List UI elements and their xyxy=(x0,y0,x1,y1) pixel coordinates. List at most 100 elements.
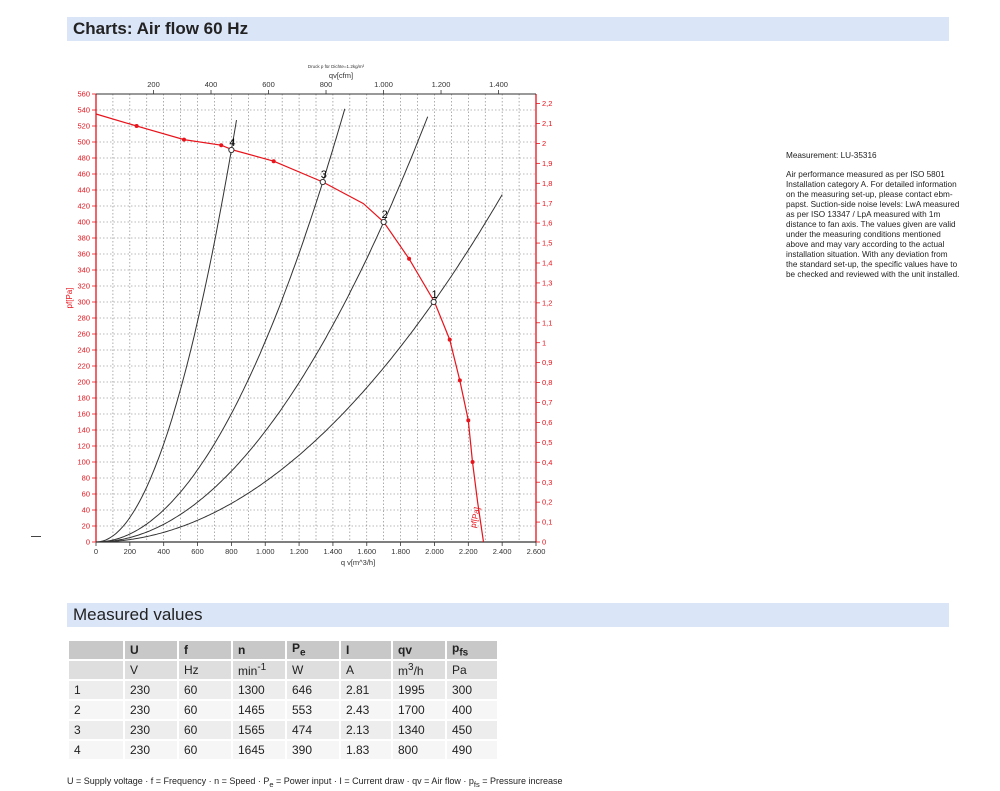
x-tick-label: 1.200 xyxy=(290,547,309,556)
table-unit-cell: V xyxy=(125,661,177,679)
y2-tick-label: 2,2 xyxy=(542,99,552,108)
section-title: Charts: Air flow 60 Hz xyxy=(73,19,249,38)
y-tick-label: 480 xyxy=(77,154,90,163)
dash-mark xyxy=(31,536,41,537)
table-header-cell: pfs xyxy=(447,641,497,659)
fan-curve-marker xyxy=(447,337,452,342)
x2-tick-label: 400 xyxy=(205,80,218,89)
table-row: 1 230 60 1300 646 2.81 1995 300 xyxy=(69,681,497,699)
table-row: 3 230 60 1565 474 2.13 1340 450 xyxy=(69,721,497,739)
y2-tick-label: 1,1 xyxy=(542,318,552,327)
measured-values-table: U f n Pe I qv pfs V Hz min-1 W A m3/h Pa… xyxy=(67,639,499,761)
y2-tick-label: 1,9 xyxy=(542,159,552,168)
x-tick-label: 0 xyxy=(94,547,98,556)
x-tick-label: 1.800 xyxy=(391,547,410,556)
y-tick-label: 260 xyxy=(77,330,90,339)
table-unit-cell xyxy=(69,661,123,679)
x2-tick-label: 800 xyxy=(320,80,333,89)
x2-tick-label: 200 xyxy=(147,80,160,89)
y-tick-label: 140 xyxy=(77,426,90,435)
table-cell: 1645 xyxy=(233,741,285,759)
fan-curve-marker xyxy=(470,460,475,464)
measurement-note: Air performance measured as per ISO 5801… xyxy=(786,170,960,279)
x-tick-label: 1.400 xyxy=(324,547,343,556)
x-tick-label: 1.000 xyxy=(256,547,275,556)
x-tick-label: 2.000 xyxy=(425,547,444,556)
y-tick-label: 180 xyxy=(77,394,90,403)
y2-tick-label: 1,2 xyxy=(542,298,552,307)
table-cell: 4 xyxy=(69,741,123,759)
y-tick-label: 20 xyxy=(82,522,90,531)
table-cell: 1340 xyxy=(393,721,445,739)
table-cell: 60 xyxy=(179,681,231,699)
x-tick-label: 600 xyxy=(191,547,204,556)
table-cell: 390 xyxy=(287,741,339,759)
table-cell: 1 xyxy=(69,681,123,699)
operating-point-1 xyxy=(430,298,437,306)
y-tick-label: 340 xyxy=(77,266,90,275)
y-tick-label: 460 xyxy=(77,170,90,179)
x-tick-label: 800 xyxy=(225,547,238,556)
table-cell: 2.43 xyxy=(341,701,391,719)
y2-tick-label: 1,8 xyxy=(542,179,552,188)
section-header-measured: Measured values xyxy=(67,603,949,627)
measurement-id: Measurement: LU-35316 xyxy=(786,151,877,160)
operating-point-label: 2 xyxy=(382,209,388,221)
table-cell: 230 xyxy=(125,741,177,759)
operating-point-2 xyxy=(380,218,387,226)
x-tick-label: 2.600 xyxy=(527,547,546,556)
y2-tick-label: 0,6 xyxy=(542,418,552,427)
table-cell: 1300 xyxy=(233,681,285,699)
table-cell: 60 xyxy=(179,741,231,759)
y-tick-label: 280 xyxy=(77,314,90,323)
y-tick-label: 520 xyxy=(77,122,90,131)
y-tick-label: 540 xyxy=(77,106,90,115)
y2-tick-label: 1,5 xyxy=(542,239,552,248)
y2-tick-label: 0,7 xyxy=(542,398,552,407)
fan-curve-marker xyxy=(219,143,224,148)
operating-point-4 xyxy=(228,146,235,154)
table-cell: 2 xyxy=(69,701,123,719)
table-cell: 646 xyxy=(287,681,339,699)
y-tick-label: 320 xyxy=(77,282,90,291)
y-tick-label: 120 xyxy=(77,442,90,451)
table-cell: 1700 xyxy=(393,701,445,719)
y-tick-label: 200 xyxy=(77,378,90,387)
y-axis-label: pf[Pa] xyxy=(65,288,74,309)
y-tick-label: 400 xyxy=(77,218,90,227)
table-header-cell: U xyxy=(125,641,177,659)
x2-axis-label: qv[cfm] xyxy=(329,71,353,80)
y-tick-label: 360 xyxy=(77,250,90,259)
table-unit-row: V Hz min-1 W A m3/h Pa xyxy=(69,661,497,679)
system-curve-2 xyxy=(96,116,429,543)
fan-curve-marker xyxy=(457,378,462,383)
x-tick-label: 2.400 xyxy=(493,547,512,556)
x2-tick-label: 600 xyxy=(262,80,275,89)
measurement-note-panel: Measurement: LU-35316 Air performance me… xyxy=(786,151,961,289)
table-cell: 2.81 xyxy=(341,681,391,699)
table-cell: 1.83 xyxy=(341,741,391,759)
y2-tick-label: 0,4 xyxy=(542,458,552,467)
table-header-cell xyxy=(69,641,123,659)
system-curve-3 xyxy=(96,108,346,543)
x-tick-label: 2.200 xyxy=(459,547,478,556)
y2-tick-label: 1,3 xyxy=(542,279,552,288)
table-cell: 60 xyxy=(179,701,231,719)
table-cell: 230 xyxy=(125,721,177,739)
table-header-row: U f n Pe I qv pfs xyxy=(69,641,497,659)
air-flow-chart: 0 200 400 600 800 1.000 1.200 1.400 1.600 1.800 2.… xyxy=(65,64,552,567)
table-cell: 1565 xyxy=(233,721,285,739)
x-tick-label: 400 xyxy=(157,547,170,556)
y-tick-label: 0 xyxy=(86,538,90,547)
x2-tick-label: 1.200 xyxy=(432,80,451,89)
fan-curve-label: pf[Pa] xyxy=(469,506,482,528)
operating-point-label: 4 xyxy=(229,137,235,149)
fan-curve-marker xyxy=(466,418,471,423)
y2-tick-label: 2,1 xyxy=(542,119,552,128)
table-cell: 230 xyxy=(125,701,177,719)
y-tick-label: 440 xyxy=(77,186,90,195)
fan-curve-marker xyxy=(271,159,276,164)
table-unit-cell: Hz xyxy=(179,661,231,679)
fan-curve-marker xyxy=(182,137,186,142)
system-curve-4 xyxy=(95,120,237,543)
